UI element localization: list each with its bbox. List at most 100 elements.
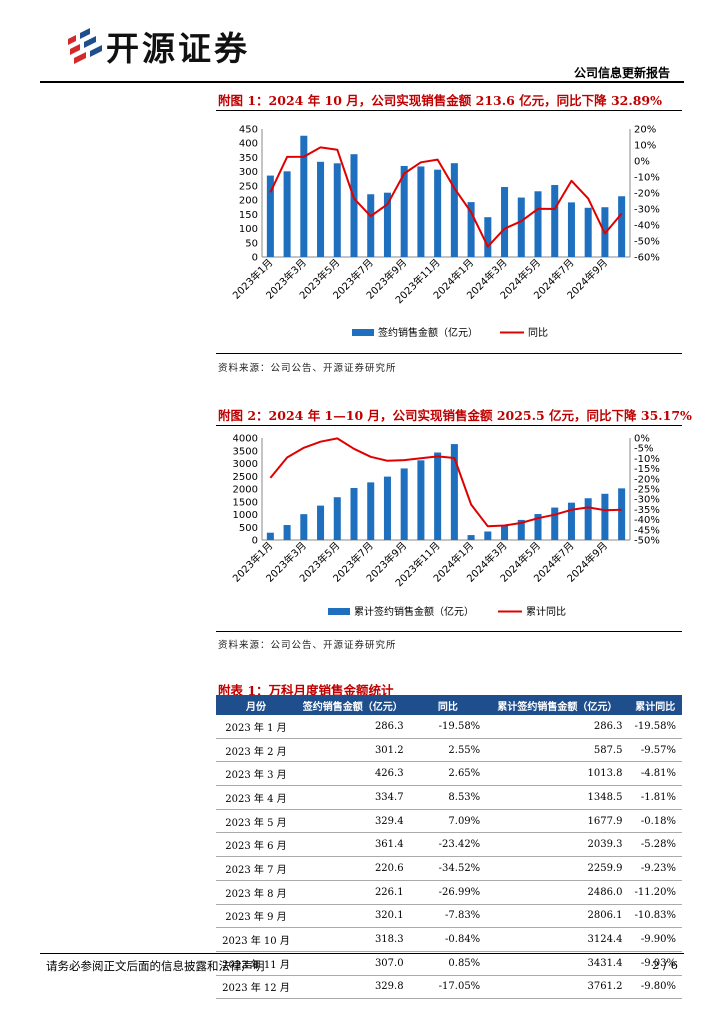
chart1-left-tick-label: 250 bbox=[239, 181, 258, 192]
chart2-bar bbox=[567, 502, 575, 540]
chart2-bar bbox=[551, 507, 559, 540]
chart2-right-tick-label: -45% bbox=[634, 525, 660, 536]
table-cell: 0.85% bbox=[409, 951, 487, 976]
table-row: 2023 年 7 月 220.6 -34.52% 2259.9 -9.23% bbox=[216, 856, 682, 881]
table-cell: -34.52% bbox=[409, 856, 487, 881]
chart2-right-tick-label: -10% bbox=[634, 454, 660, 465]
chart2-right-tick-label: 0% bbox=[634, 434, 650, 445]
table-header-cell: 签约销售金额（亿元） bbox=[295, 695, 410, 715]
chart2-bar bbox=[350, 487, 358, 540]
table-cell: 286.3 bbox=[486, 715, 629, 739]
table-cell: -9.03% bbox=[628, 951, 682, 976]
chart1-right-tick-label: 0% bbox=[634, 157, 650, 168]
chart1-right-tick-label: 10% bbox=[634, 141, 656, 152]
table-cell: 2259.9 bbox=[486, 856, 629, 881]
table-row: 2023 年 3 月 426.3 2.65% 1013.8 -4.81% bbox=[216, 761, 682, 787]
table-cell: 1348.5 bbox=[486, 785, 629, 810]
table-header-cell: 同比 bbox=[409, 695, 487, 715]
chart1-bar bbox=[333, 163, 341, 257]
table-cell: 426.3 bbox=[295, 761, 410, 787]
table-cell: -11.20% bbox=[628, 880, 682, 905]
chart1-bar bbox=[618, 196, 626, 257]
table-cell: 2023 年 5 月 bbox=[216, 809, 296, 834]
chart1-left-tick-label: 150 bbox=[239, 210, 258, 221]
table-cell: 2023 年 4 月 bbox=[216, 785, 296, 810]
table-cell: 329.4 bbox=[295, 809, 410, 834]
chart2-right-tick-label: -20% bbox=[634, 474, 660, 485]
table-cell: -7.83% bbox=[409, 904, 487, 929]
table-cell: 226.1 bbox=[295, 880, 410, 905]
chart1-right-tick-label: -20% bbox=[634, 189, 660, 200]
figure2-title: 附图 2：2024 年 1—10 月，公司实现销售金额 2025.5 亿元，同比… bbox=[218, 408, 692, 423]
header-rule bbox=[40, 81, 684, 83]
figure1-title: 附图 1：2024 年 10 月，公司实现销售金额 213.6 亿元，同比下降 … bbox=[218, 93, 663, 108]
doc-type-label: 公司信息更新报告 bbox=[573, 66, 670, 80]
chart1-left-tick-label: 400 bbox=[239, 139, 258, 150]
chart2-right-tick-label: -15% bbox=[634, 464, 660, 475]
table-cell: 3124.4 bbox=[486, 927, 629, 952]
chart2-right-tick-label: -50% bbox=[634, 536, 660, 547]
table-cell: -17.05% bbox=[409, 975, 487, 1000]
table-cell: -9.57% bbox=[628, 738, 682, 763]
chart1-bar bbox=[467, 202, 475, 257]
chart2-right-tick-label: -35% bbox=[634, 505, 660, 516]
chart2-left-tick-label: 3500 bbox=[233, 446, 258, 457]
figure1-source: 资料来源：公司公告、开源证券研究所 bbox=[218, 363, 397, 374]
figure1-chart: 0 50 100 150 200 250 300 350 400 450 -60% -50% -40% -… bbox=[230, 125, 660, 340]
chart2-bar bbox=[501, 525, 509, 540]
chart2-legend-bar-swatch bbox=[328, 608, 350, 615]
table-cell: 361.4 bbox=[295, 832, 410, 858]
table-cell: 2806.1 bbox=[486, 904, 629, 929]
chart2-legend-bar-label: 累计签约销售金额（亿元） bbox=[354, 605, 474, 618]
table-row: 2023 年 6 月 361.4 -23.42% 2039.3 -5.28% bbox=[216, 832, 682, 858]
table-cell: 8.53% bbox=[409, 785, 487, 810]
table-cell: 3761.2 bbox=[486, 975, 629, 1000]
table-cell: 2.65% bbox=[409, 761, 487, 787]
chart2-left-tick-label: 3000 bbox=[233, 459, 258, 470]
chart2-bar bbox=[467, 535, 475, 540]
figure1-bottom-rule bbox=[216, 353, 682, 354]
figure2-source: 资料来源：公司公告、开源证券研究所 bbox=[218, 640, 397, 651]
chart2-bar bbox=[333, 497, 341, 540]
chart1-bar bbox=[300, 135, 308, 257]
chart2-line bbox=[269, 437, 622, 528]
chart1-bar bbox=[417, 166, 425, 257]
figure2-bottom-rule bbox=[216, 631, 682, 632]
table-cell: 334.7 bbox=[295, 785, 410, 810]
chart2-bar bbox=[367, 482, 375, 540]
chart2-bar bbox=[317, 505, 325, 540]
chart1-bar bbox=[567, 202, 575, 257]
chart2-bar bbox=[417, 460, 425, 540]
table-row: 2023 年 12 月 329.8 -17.05% 3761.2 -9.80% bbox=[216, 975, 682, 1000]
chart1-bar bbox=[434, 169, 442, 257]
chart1-bar bbox=[584, 207, 592, 257]
table-cell: 2023 年 7 月 bbox=[216, 856, 296, 881]
chart2-right-tick-label: -25% bbox=[634, 485, 660, 496]
sales-table: 月份 签约销售金额（亿元） 同比 累计签约销售金额（亿元） 累计同比 2023 … bbox=[216, 695, 682, 1000]
table-cell: -5.28% bbox=[628, 832, 682, 858]
chart1-bar bbox=[383, 192, 391, 257]
table-row: 2023 年 2 月 301.2 2.55% 587.5 -9.57% bbox=[216, 738, 682, 763]
table-cell: 220.6 bbox=[295, 856, 410, 881]
chart1-left-tick-label: 450 bbox=[239, 125, 258, 136]
chart2-bar bbox=[534, 514, 542, 540]
chart1-legend-line-label: 同比 bbox=[528, 327, 548, 339]
chart2-bar bbox=[383, 476, 391, 540]
chart1-left-tick-label: 300 bbox=[239, 167, 258, 178]
table-cell: 2023 年 6 月 bbox=[216, 832, 296, 858]
chart1-bar bbox=[551, 185, 559, 257]
chart2-left-tick-label: 0 bbox=[252, 536, 258, 547]
chart2-right-tick-label: -5% bbox=[634, 444, 653, 455]
table-cell: -4.81% bbox=[628, 761, 682, 787]
table-cell: -0.84% bbox=[409, 927, 487, 952]
table-row: 2023 年 10 月 318.3 -0.84% 3124.4 -9.90% bbox=[216, 927, 682, 952]
chart2-bar bbox=[266, 532, 274, 540]
table-cell: 2023 年 12 月 bbox=[216, 975, 296, 1000]
chart1-bar bbox=[283, 171, 291, 257]
chart2-bar bbox=[484, 531, 492, 540]
table-cell: -19.58% bbox=[409, 715, 487, 739]
table-cell: 1677.9 bbox=[486, 809, 629, 834]
table-cell: -9.90% bbox=[628, 927, 682, 952]
chart1-left-tick-label: 100 bbox=[239, 224, 258, 235]
chart1-bar bbox=[501, 187, 509, 257]
